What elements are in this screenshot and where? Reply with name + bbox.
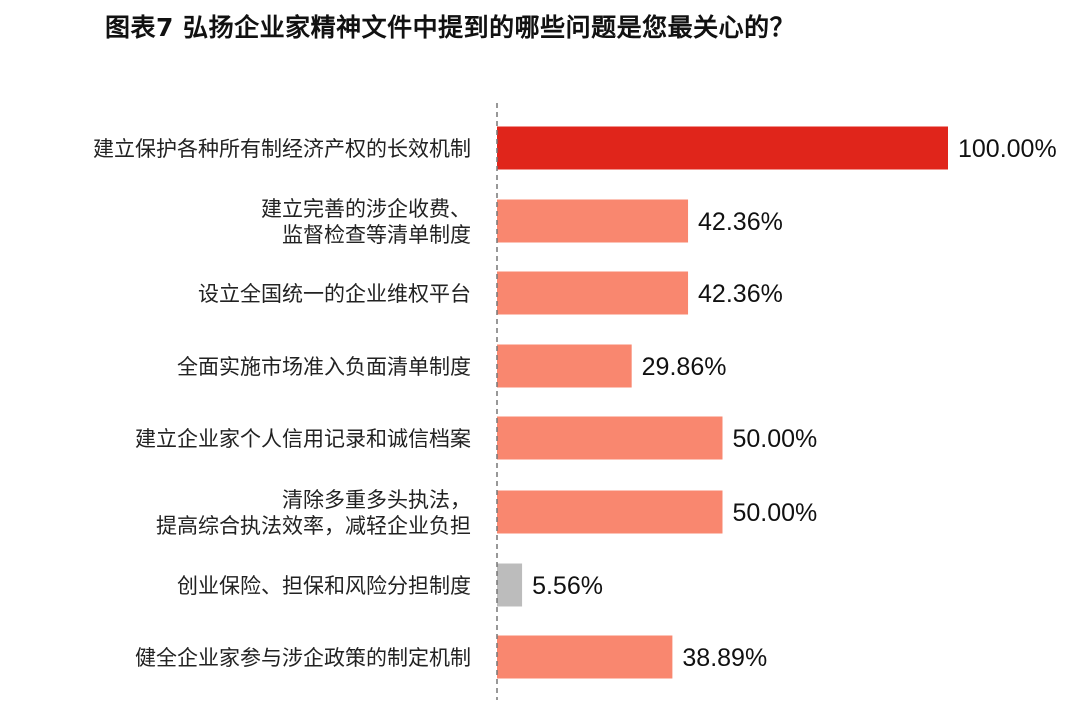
value-label-5: 50.00% [733,425,818,453]
bar-2 [497,199,689,243]
value-label-6: 50.00% [733,499,818,527]
category-label-1: 建立保护各种所有制经济产权的长效机制 [93,137,471,161]
category-label-5: 建立企业家个人信用记录和诚信档案 [135,427,471,451]
bar-8 [497,635,673,679]
bar-6 [497,490,723,534]
value-labels-layer: 100.00% 42.36% 42.36% 29.86% 50.00% 50.00% 5.5… [532,135,1057,672]
category-label-2-line-1: 建立完善的涉企收费、 [261,197,471,221]
value-label-3: 42.36% [698,280,783,308]
category-label-3: 设立全国统一的企业维权平台 [198,282,471,306]
bar-5 [497,416,723,460]
value-label-4: 29.86% [642,353,727,381]
bar-4 [497,344,632,388]
category-labels-layer: 建立保护各种所有制经济产权的长效机制建立完善的涉企收费、监督检查等清单制度设立全… [93,137,471,670]
bar-3 [497,271,689,315]
value-label-2: 42.36% [698,208,783,236]
category-label-2-line-2: 监督检查等清单制度 [282,223,471,247]
value-label-8: 38.89% [682,644,767,672]
category-label-6-line-2: 提高综合执法效率，减轻企业负担 [156,514,471,538]
chart-title: 图表7 弘扬企业家精神文件中提到的哪些问题是您最关心的？ [105,13,796,42]
category-label-7: 创业保险、担保和风险分担制度 [177,574,471,598]
bars-layer [497,126,948,679]
bar-1 [497,126,948,170]
category-label-4: 全面实施市场准入负面清单制度 [177,355,471,379]
category-label-6-line-1: 清除多重多头执法， [282,488,471,512]
category-label-8: 健全企业家参与涉企政策的制定机制 [135,646,471,670]
value-label-1: 100.00% [958,135,1057,163]
value-label-7: 5.56% [532,572,603,600]
bar-7 [497,563,523,607]
